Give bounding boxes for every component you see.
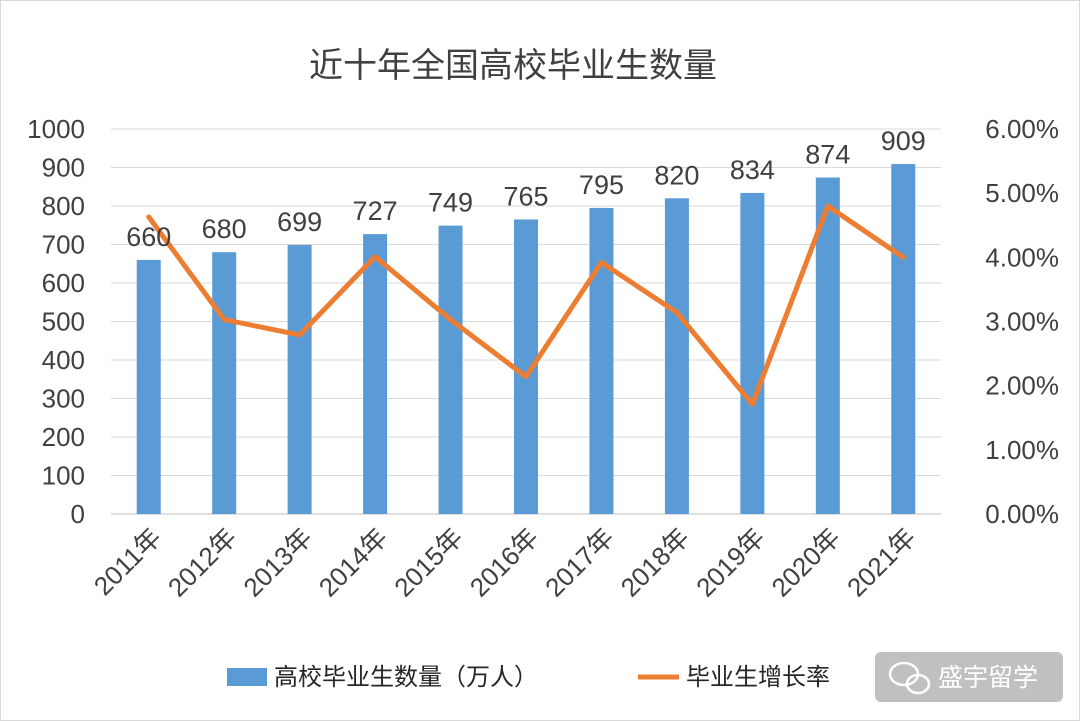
right-tick-label: 2.00%: [985, 371, 1059, 401]
line-point: [600, 261, 603, 264]
legend-swatch-bar: [227, 668, 267, 686]
x-tick-label: 2014年: [313, 522, 393, 602]
bar: [438, 225, 463, 514]
x-tick-label: 2018年: [615, 522, 695, 602]
line-point: [525, 375, 527, 378]
line-point: [449, 318, 452, 321]
bar-data-label: 699: [277, 207, 322, 237]
left-tick-label: 800: [42, 191, 85, 221]
left-tick-label: 700: [42, 230, 85, 260]
bar-data-label: 834: [730, 155, 775, 185]
legend: 高校毕业生数量（万人） 毕业生增长率: [227, 663, 830, 691]
bar-data-label: 909: [881, 126, 926, 156]
left-tick-label: 400: [42, 345, 85, 375]
watermark-backdrop: [875, 652, 1063, 702]
bar: [363, 234, 388, 515]
x-tick-label: 2021年: [841, 522, 921, 602]
bar: [891, 164, 916, 514]
bar-data-label: 820: [654, 160, 699, 190]
line-point: [751, 403, 754, 406]
right-tick-label: 1.00%: [985, 435, 1059, 465]
line-point: [902, 256, 905, 259]
watermark: 盛宇留学: [875, 652, 1063, 702]
line-point: [826, 205, 829, 207]
right-tick-label: 6.00%: [985, 114, 1059, 144]
left-tick-label: 300: [42, 384, 85, 414]
bar: [287, 244, 312, 514]
wechat-icon: [888, 661, 931, 695]
bar-data-label: 680: [202, 214, 247, 244]
bar-data-labels: 660 680 699 727 749 765 795 820 834 874 909: [126, 126, 926, 252]
right-tick-label: 0.00%: [985, 499, 1059, 529]
x-tick-label: 2015年: [388, 522, 468, 602]
x-axis-ticks: 2011年2012年2013年2014年2015年2016年2017年2018年…: [88, 522, 922, 602]
bar-data-label: 795: [579, 170, 624, 200]
line-point: [223, 318, 226, 321]
line-point: [374, 255, 377, 258]
bar-data-label: 660: [126, 222, 171, 252]
left-tick-label: 1000: [27, 114, 85, 144]
line-point: [147, 215, 150, 218]
bar-series: [136, 164, 916, 515]
bar: [664, 198, 689, 515]
left-tick-label: 900: [42, 153, 85, 183]
line-point: [675, 311, 678, 314]
left-tick-label: 0: [71, 499, 85, 529]
x-tick-label: 2019年: [690, 522, 770, 602]
bar-data-label: 749: [428, 188, 473, 218]
bar: [212, 252, 237, 514]
right-tick-label: 4.00%: [985, 242, 1059, 272]
x-tick-label: 2012年: [162, 522, 242, 602]
bar: [589, 207, 614, 515]
x-tick-label: 2013年: [237, 522, 317, 602]
right-tick-label: 3.00%: [985, 307, 1059, 337]
chart-title: 近十年全国高校毕业生数量: [309, 46, 717, 86]
line-point: [298, 333, 301, 336]
x-tick-label: 2017年: [539, 522, 619, 602]
x-tick-label: 2016年: [464, 522, 544, 602]
left-tick-label: 500: [42, 307, 85, 337]
bar: [136, 259, 161, 514]
bar-data-label: 727: [353, 196, 398, 226]
line-series: [146, 203, 906, 407]
right-tick-label: 5.00%: [985, 178, 1059, 208]
legend-label-line: 毕业生增长率: [686, 663, 830, 691]
x-tick-label: 2011年: [88, 522, 167, 601]
bar: [740, 192, 765, 514]
left-tick-label: 100: [42, 461, 85, 491]
watermark-text: 盛宇留学: [938, 663, 1038, 692]
left-tick-label: 200: [42, 422, 85, 452]
bar-data-label: 874: [805, 140, 850, 170]
right-axis-ticks: 0.00% 1.00% 2.00% 3.00% 4.00% 5.00% 6.00%: [985, 114, 1059, 529]
x-tick-label: 2020年: [766, 522, 846, 602]
bar-data-label: 765: [503, 181, 548, 211]
left-axis-ticks: 0 100 200 300 400 500 600 700 800 900 1000: [27, 114, 85, 529]
left-tick-label: 600: [42, 268, 85, 298]
legend-label-bar: 高校毕业生数量（万人）: [274, 663, 538, 691]
